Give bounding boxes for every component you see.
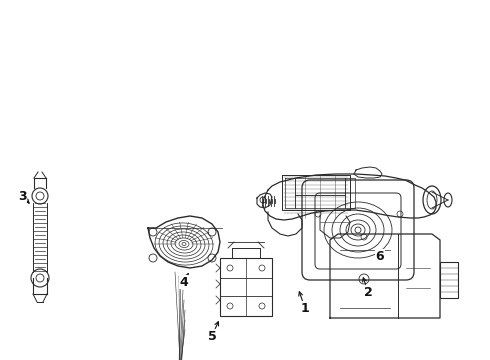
Bar xyxy=(220,258,272,316)
Text: 2: 2 xyxy=(364,285,372,298)
Text: 6: 6 xyxy=(376,249,384,262)
Text: 4: 4 xyxy=(180,275,188,288)
Bar xyxy=(440,262,458,298)
Text: 3: 3 xyxy=(18,189,26,202)
Text: 1: 1 xyxy=(301,302,309,315)
Text: 5: 5 xyxy=(208,329,217,342)
